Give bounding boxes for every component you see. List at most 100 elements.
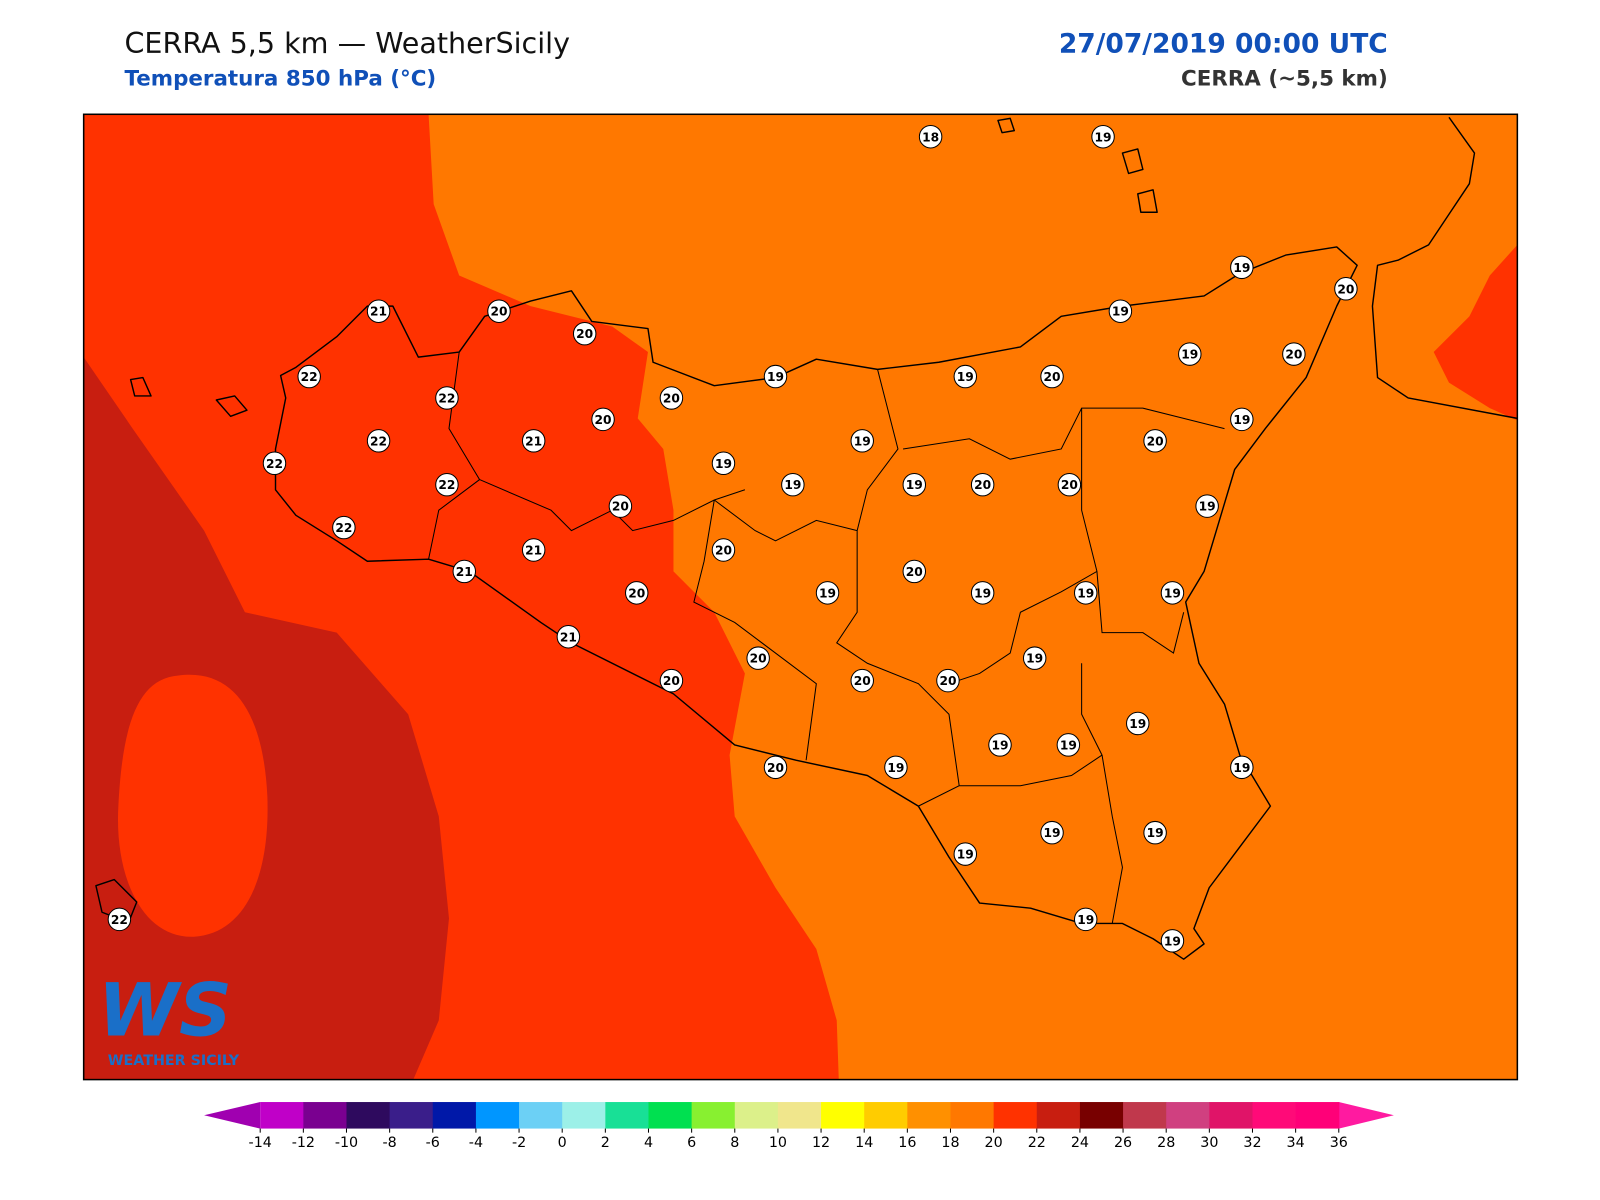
station-marker [556, 625, 581, 649]
station-marker [591, 407, 615, 432]
colorbar-tick-label: 32 [1243, 1135, 1261, 1151]
station-label: 19 [1095, 130, 1112, 144]
station-marker [1230, 407, 1254, 432]
colorbar-segment [1252, 1102, 1297, 1129]
colorbar-tick-label: 4 [644, 1135, 653, 1151]
colorbar-tick-label: 2 [601, 1135, 610, 1151]
station-layer: 18 19 19 20 21 20 20 19 22 19 19 20 19 20 22 20 20 19 22 21… [107, 125, 1358, 953]
station-marker [1334, 277, 1358, 301]
map-area: 18 19 19 20 21 20 20 19 22 19 19 20 19 20 22 20 20 19 22 21… [82, 113, 1519, 1081]
station-label: 20 [715, 544, 732, 558]
map-frame [82, 113, 1519, 1081]
station-marker [1282, 342, 1306, 366]
station-marker [608, 494, 633, 518]
colorbar-segment [432, 1102, 477, 1129]
colorbar-segment [734, 1102, 779, 1129]
colorbar-tick-label: -14 [249, 1135, 272, 1151]
station-marker [435, 386, 459, 410]
station-marker [953, 842, 978, 866]
colorbar-segment [993, 1102, 1038, 1129]
station-marker [366, 429, 391, 453]
colorbar-segment [648, 1102, 693, 1129]
colorbar-segment [777, 1102, 822, 1129]
station-label: 22 [111, 913, 128, 927]
colorbar-tick-label: 10 [769, 1135, 787, 1151]
colorbar-segment [1209, 1102, 1254, 1129]
station-label: 21 [370, 305, 387, 319]
coastline-sicily [274, 246, 1358, 960]
colorbar-segment [346, 1102, 391, 1129]
colorbar-segment [1123, 1102, 1167, 1129]
colorbar-over [1338, 1102, 1394, 1129]
station-marker [297, 364, 321, 389]
station-label: 20 [595, 413, 612, 427]
station-label: 19 [1181, 348, 1198, 362]
colorbar-tick-label: -8 [383, 1135, 397, 1151]
map-title: CERRA 5,5 km — WeatherSicily [124, 26, 570, 60]
colorbar-tick-label: 24 [1071, 1135, 1089, 1151]
colorbar-tick-label: -6 [426, 1135, 440, 1151]
station-label: 19 [854, 434, 871, 448]
station-marker [659, 386, 684, 410]
station-label: 20 [1147, 434, 1164, 448]
station-label: 22 [301, 370, 318, 384]
model-label: CERRA (~5,5 km) [1181, 67, 1388, 92]
colorbar-segment [605, 1102, 649, 1129]
station-marker [1143, 429, 1167, 453]
colorbar-tick-label: 22 [1028, 1135, 1046, 1151]
colorbar-segment [864, 1102, 908, 1129]
colorbar-segment [475, 1102, 520, 1129]
colorbar-tick-label: 18 [941, 1135, 959, 1151]
station-label: 19 [957, 848, 974, 862]
colorbar-segment [907, 1102, 951, 1129]
station-label: 19 [906, 478, 923, 492]
station-label: 19 [974, 586, 991, 600]
station-label: 20 [1337, 282, 1354, 296]
station-label: 19 [715, 457, 732, 471]
station-label: 19 [991, 738, 1008, 752]
colorbar-segment [950, 1102, 995, 1129]
station-label: 20 [906, 565, 923, 579]
station-label: 20 [628, 586, 645, 600]
station-label: 22 [335, 521, 352, 535]
colorbar-tick-label: -12 [292, 1135, 315, 1151]
station-marker [850, 429, 874, 453]
map-subtitle: Temperatura 850 hPa (°C) [124, 67, 436, 92]
station-label: 19 [887, 761, 904, 775]
station-marker [1091, 125, 1115, 149]
station-label: 20 [750, 652, 767, 666]
station-marker [850, 668, 874, 693]
colorbar-segment [1166, 1102, 1210, 1129]
colorbar-tick-label: -2 [512, 1135, 526, 1151]
station-marker [659, 668, 684, 693]
station-marker [763, 364, 788, 389]
station-label: 20 [1285, 348, 1302, 362]
colorbar-segment [1295, 1102, 1340, 1129]
station-marker [781, 472, 805, 497]
station-marker [332, 515, 356, 540]
colorbar-segment [562, 1102, 606, 1129]
station-marker [902, 559, 927, 584]
station-label: 21 [525, 434, 542, 448]
station-marker [1126, 711, 1150, 736]
station-label: 19 [767, 370, 784, 384]
colorbar-tick-label: 8 [730, 1135, 739, 1151]
station-marker [1230, 755, 1254, 780]
station-label: 21 [456, 565, 473, 579]
station-label: 19 [1199, 500, 1216, 514]
station-label: 20 [1044, 370, 1061, 384]
station-marker [487, 299, 511, 323]
station-label: 21 [525, 544, 542, 558]
station-marker [262, 451, 287, 475]
colorbar-segment [389, 1102, 434, 1129]
colorbar-tick-label: 16 [898, 1135, 916, 1151]
station-label: 19 [1044, 826, 1061, 840]
station-label: 19 [1233, 761, 1250, 775]
field-20-22 [1433, 244, 1518, 421]
logo-mark: WS [98, 968, 232, 1053]
colorbar-segment [519, 1102, 563, 1129]
colorbar-segment [1036, 1102, 1081, 1129]
station-label: 19 [957, 370, 974, 384]
colorbar-tick-label: 20 [985, 1135, 1003, 1151]
